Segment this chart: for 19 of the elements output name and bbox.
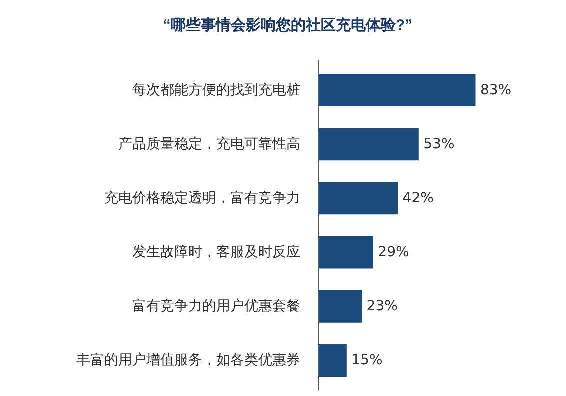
- bar: [318, 182, 398, 215]
- bar: [318, 236, 374, 269]
- bar: [318, 128, 419, 161]
- bar: [318, 74, 476, 106]
- y-tick-label: 富有竞争力的用户优惠套餐: [132, 298, 300, 315]
- bar: [318, 344, 347, 377]
- y-tick-label: 发生故障时，客服及时反应: [132, 244, 300, 261]
- chart-title: “哪些事情会影响您的社区充电体验?”: [163, 16, 413, 36]
- data-label: 53%: [424, 136, 455, 152]
- y-tick-label: 产品质量稳定，充电可靠性高: [118, 136, 300, 152]
- data-label: 15%: [352, 352, 383, 369]
- data-label: 23%: [366, 298, 398, 315]
- data-label: 29%: [378, 244, 410, 261]
- bar: [318, 290, 362, 323]
- data-label: 42%: [402, 190, 434, 206]
- y-tick-label: 丰富的用户增值服务，如各类优惠券: [76, 352, 300, 369]
- data-label: 83%: [480, 82, 512, 98]
- y-tick-label: 充电价格稳定透明，富有竞争力: [104, 190, 300, 206]
- y-tick-label: 每次都能方便的找到充电桩: [132, 82, 300, 98]
